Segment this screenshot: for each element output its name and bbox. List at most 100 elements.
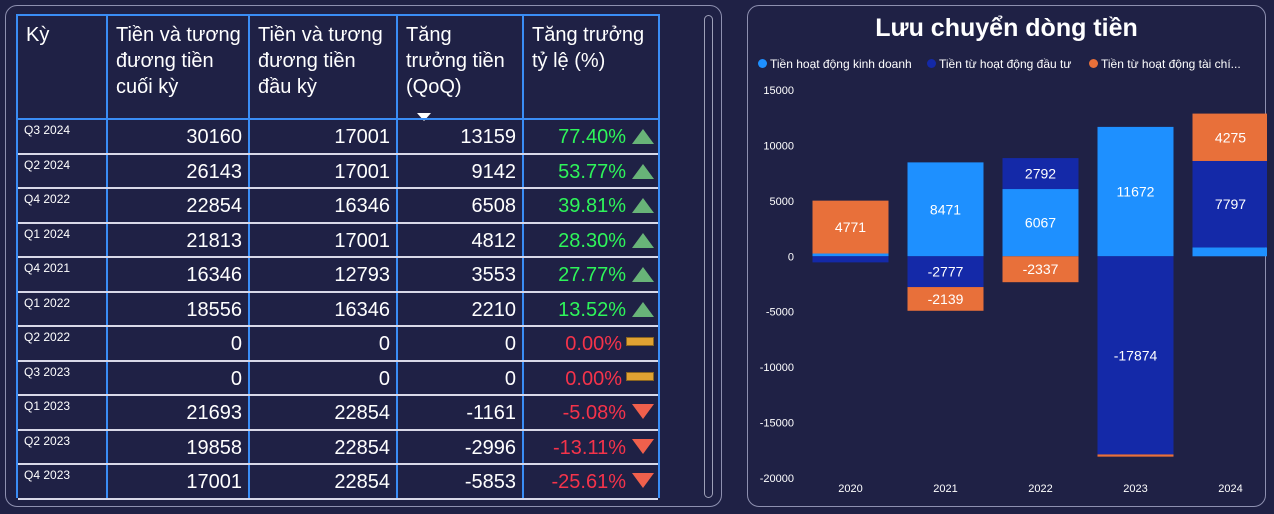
cell-growth: 2210 [471, 298, 517, 321]
sort-descending-icon[interactable] [417, 113, 431, 121]
cell-cash-begin: 12793 [334, 264, 390, 286]
table-row[interactable]: Q2 2024 26143 17001 9142 53.77% [18, 155, 658, 189]
legend-item-operating[interactable]: Tiền hoạt động kinh doanh [758, 57, 912, 71]
cell-growth: 3553 [471, 264, 517, 286]
header-growth-pct[interactable]: Tăng trưởng tỷ lệ (%) [532, 24, 645, 72]
bar-segment[interactable] [812, 256, 889, 263]
table-row[interactable]: Q3 2024 30160 17001 13159 77.40% [18, 120, 658, 154]
cell-growth-pct: 28.30% [524, 224, 660, 258]
table-panel: Kỳ Tiền và tương đương tiền cuối kỳ Tiền… [5, 5, 722, 507]
row-divider [18, 325, 658, 327]
data-label: 4275 [1215, 129, 1246, 145]
trend-flat-icon [626, 371, 654, 381]
legend-item-financing[interactable]: Tiền từ hoạt động tài chí... [1089, 57, 1241, 71]
bar-segment[interactable] [907, 162, 984, 257]
table-row[interactable]: Q1 2022 18556 16346 2210 13.52% [18, 293, 658, 327]
cell-cash-begin: 0 [378, 333, 390, 355]
trend-up-icon [632, 267, 654, 282]
cell-period: Q4 2021 [24, 261, 71, 275]
row-divider [18, 256, 658, 258]
cell-cash-begin: 22854 [334, 471, 390, 493]
bar-segment[interactable] [907, 287, 984, 311]
cell-period: Q2 2023 [24, 433, 71, 448]
trend-up-icon [632, 301, 654, 317]
cell-cash-begin: 17001 [334, 126, 390, 148]
table-row[interactable]: Q3 2023 0 0 0 0.00% [18, 362, 658, 396]
header-divider [18, 118, 658, 120]
cell-cash-end: 16346 [186, 264, 242, 286]
row-divider [18, 394, 658, 396]
y-tick-label: -20000 [760, 473, 794, 485]
cell-growth-pct: -25.61% [524, 465, 660, 499]
table-row[interactable]: Q4 2022 22854 16346 6508 39.81% [18, 189, 658, 223]
data-label: 7797 [1215, 196, 1246, 212]
cell-growth-pct: 0.00% [524, 362, 660, 396]
bar-segment[interactable] [1192, 160, 1268, 248]
cell-cash-begin: 17001 [334, 229, 390, 252]
trend-up-icon [632, 198, 654, 213]
cell-growth: 13159 [460, 126, 516, 148]
cell-growth: 0 [504, 367, 516, 390]
trend-up-icon [632, 129, 654, 144]
trend-down-icon [632, 473, 654, 488]
cell-growth: -1161 [466, 402, 516, 424]
cell-growth-pct: 27.77% [524, 258, 660, 292]
cell-cash-end: 21813 [186, 229, 242, 252]
table-row[interactable]: Q4 2023 17001 22854 -5853 -25.61% [18, 465, 658, 499]
cell-cash-end: 26143 [186, 160, 242, 183]
bar-segment[interactable] [1002, 189, 1079, 257]
bar-segment[interactable] [1097, 454, 1174, 457]
table-row[interactable]: Q2 2022 0 0 0 0.00% [18, 327, 658, 361]
cell-growth: 9142 [471, 160, 517, 183]
y-tick-label: 5000 [770, 196, 794, 208]
bar-segment[interactable] [1002, 256, 1079, 283]
legend-item-investing[interactable]: Tiền từ hoạt động đầu tư [927, 57, 1071, 71]
growth-pct-value: 0.00% [565, 367, 622, 390]
bar-segment[interactable] [1192, 247, 1268, 257]
x-tick-label: 2020 [838, 483, 862, 495]
bar-segment[interactable] [1097, 126, 1174, 257]
vertical-scrollbar[interactable] [704, 15, 713, 498]
trend-down-icon [632, 438, 654, 454]
cell-growth-pct: -13.11% [524, 431, 660, 465]
cell-cash-begin: 16346 [334, 195, 390, 217]
legend-label: Tiền từ hoạt động đầu tư [939, 57, 1072, 71]
header-cash-begin[interactable]: Tiền và tương đương tiền đầu kỳ [258, 24, 383, 98]
bar-segment[interactable] [1002, 158, 1079, 190]
legend-dot-icon [927, 59, 936, 68]
cell-period: Q1 2023 [24, 399, 71, 413]
row-divider [18, 152, 658, 155]
y-tick-label: -5000 [766, 307, 794, 319]
cell-cash-end: 21693 [186, 402, 242, 424]
data-label: 4771 [835, 219, 866, 235]
header-cash-end[interactable]: Tiền và tương đương tiền cuối kỳ [116, 24, 241, 98]
row-divider [18, 187, 658, 189]
growth-pct-value: 39.81% [558, 195, 626, 217]
legend-label: Tiền từ hoạt động tài chí... [1101, 57, 1241, 71]
data-label: 6067 [1025, 215, 1056, 231]
row-divider [18, 497, 658, 500]
data-label: -17874 [1114, 347, 1158, 363]
cell-growth: 0 [504, 333, 516, 355]
cell-growth-pct: 13.52% [524, 293, 660, 327]
legend-dot-icon [1089, 59, 1098, 68]
header-growth-qoq[interactable]: Tăng trưởng tiền (QoQ) [406, 24, 505, 98]
y-tick-label: 15000 [763, 85, 794, 97]
table-row[interactable]: Q2 2023 19858 22854 -2996 -13.11% [18, 431, 658, 465]
data-label: 2792 [1025, 166, 1056, 182]
cell-period: Q3 2024 [24, 123, 71, 137]
growth-pct-value: 13.52% [558, 298, 626, 321]
bar-segment[interactable] [1192, 113, 1268, 161]
bar-segment[interactable] [907, 256, 984, 288]
header-period[interactable]: Kỳ [26, 24, 50, 46]
cell-growth-pct: 77.40% [524, 120, 660, 154]
trend-flat-icon [626, 337, 654, 346]
bar-segment[interactable] [812, 253, 889, 257]
bar-segment[interactable] [1097, 256, 1174, 455]
cell-cash-end: 18556 [186, 298, 242, 321]
table-row[interactable]: Q4 2021 16346 12793 3553 27.77% [18, 258, 658, 292]
bar-segment[interactable] [812, 200, 889, 254]
trend-up-icon [632, 232, 654, 248]
table-row[interactable]: Q1 2024 21813 17001 4812 28.30% [18, 224, 658, 258]
table-row[interactable]: Q1 2023 21693 22854 -1161 -5.08% [18, 396, 658, 430]
